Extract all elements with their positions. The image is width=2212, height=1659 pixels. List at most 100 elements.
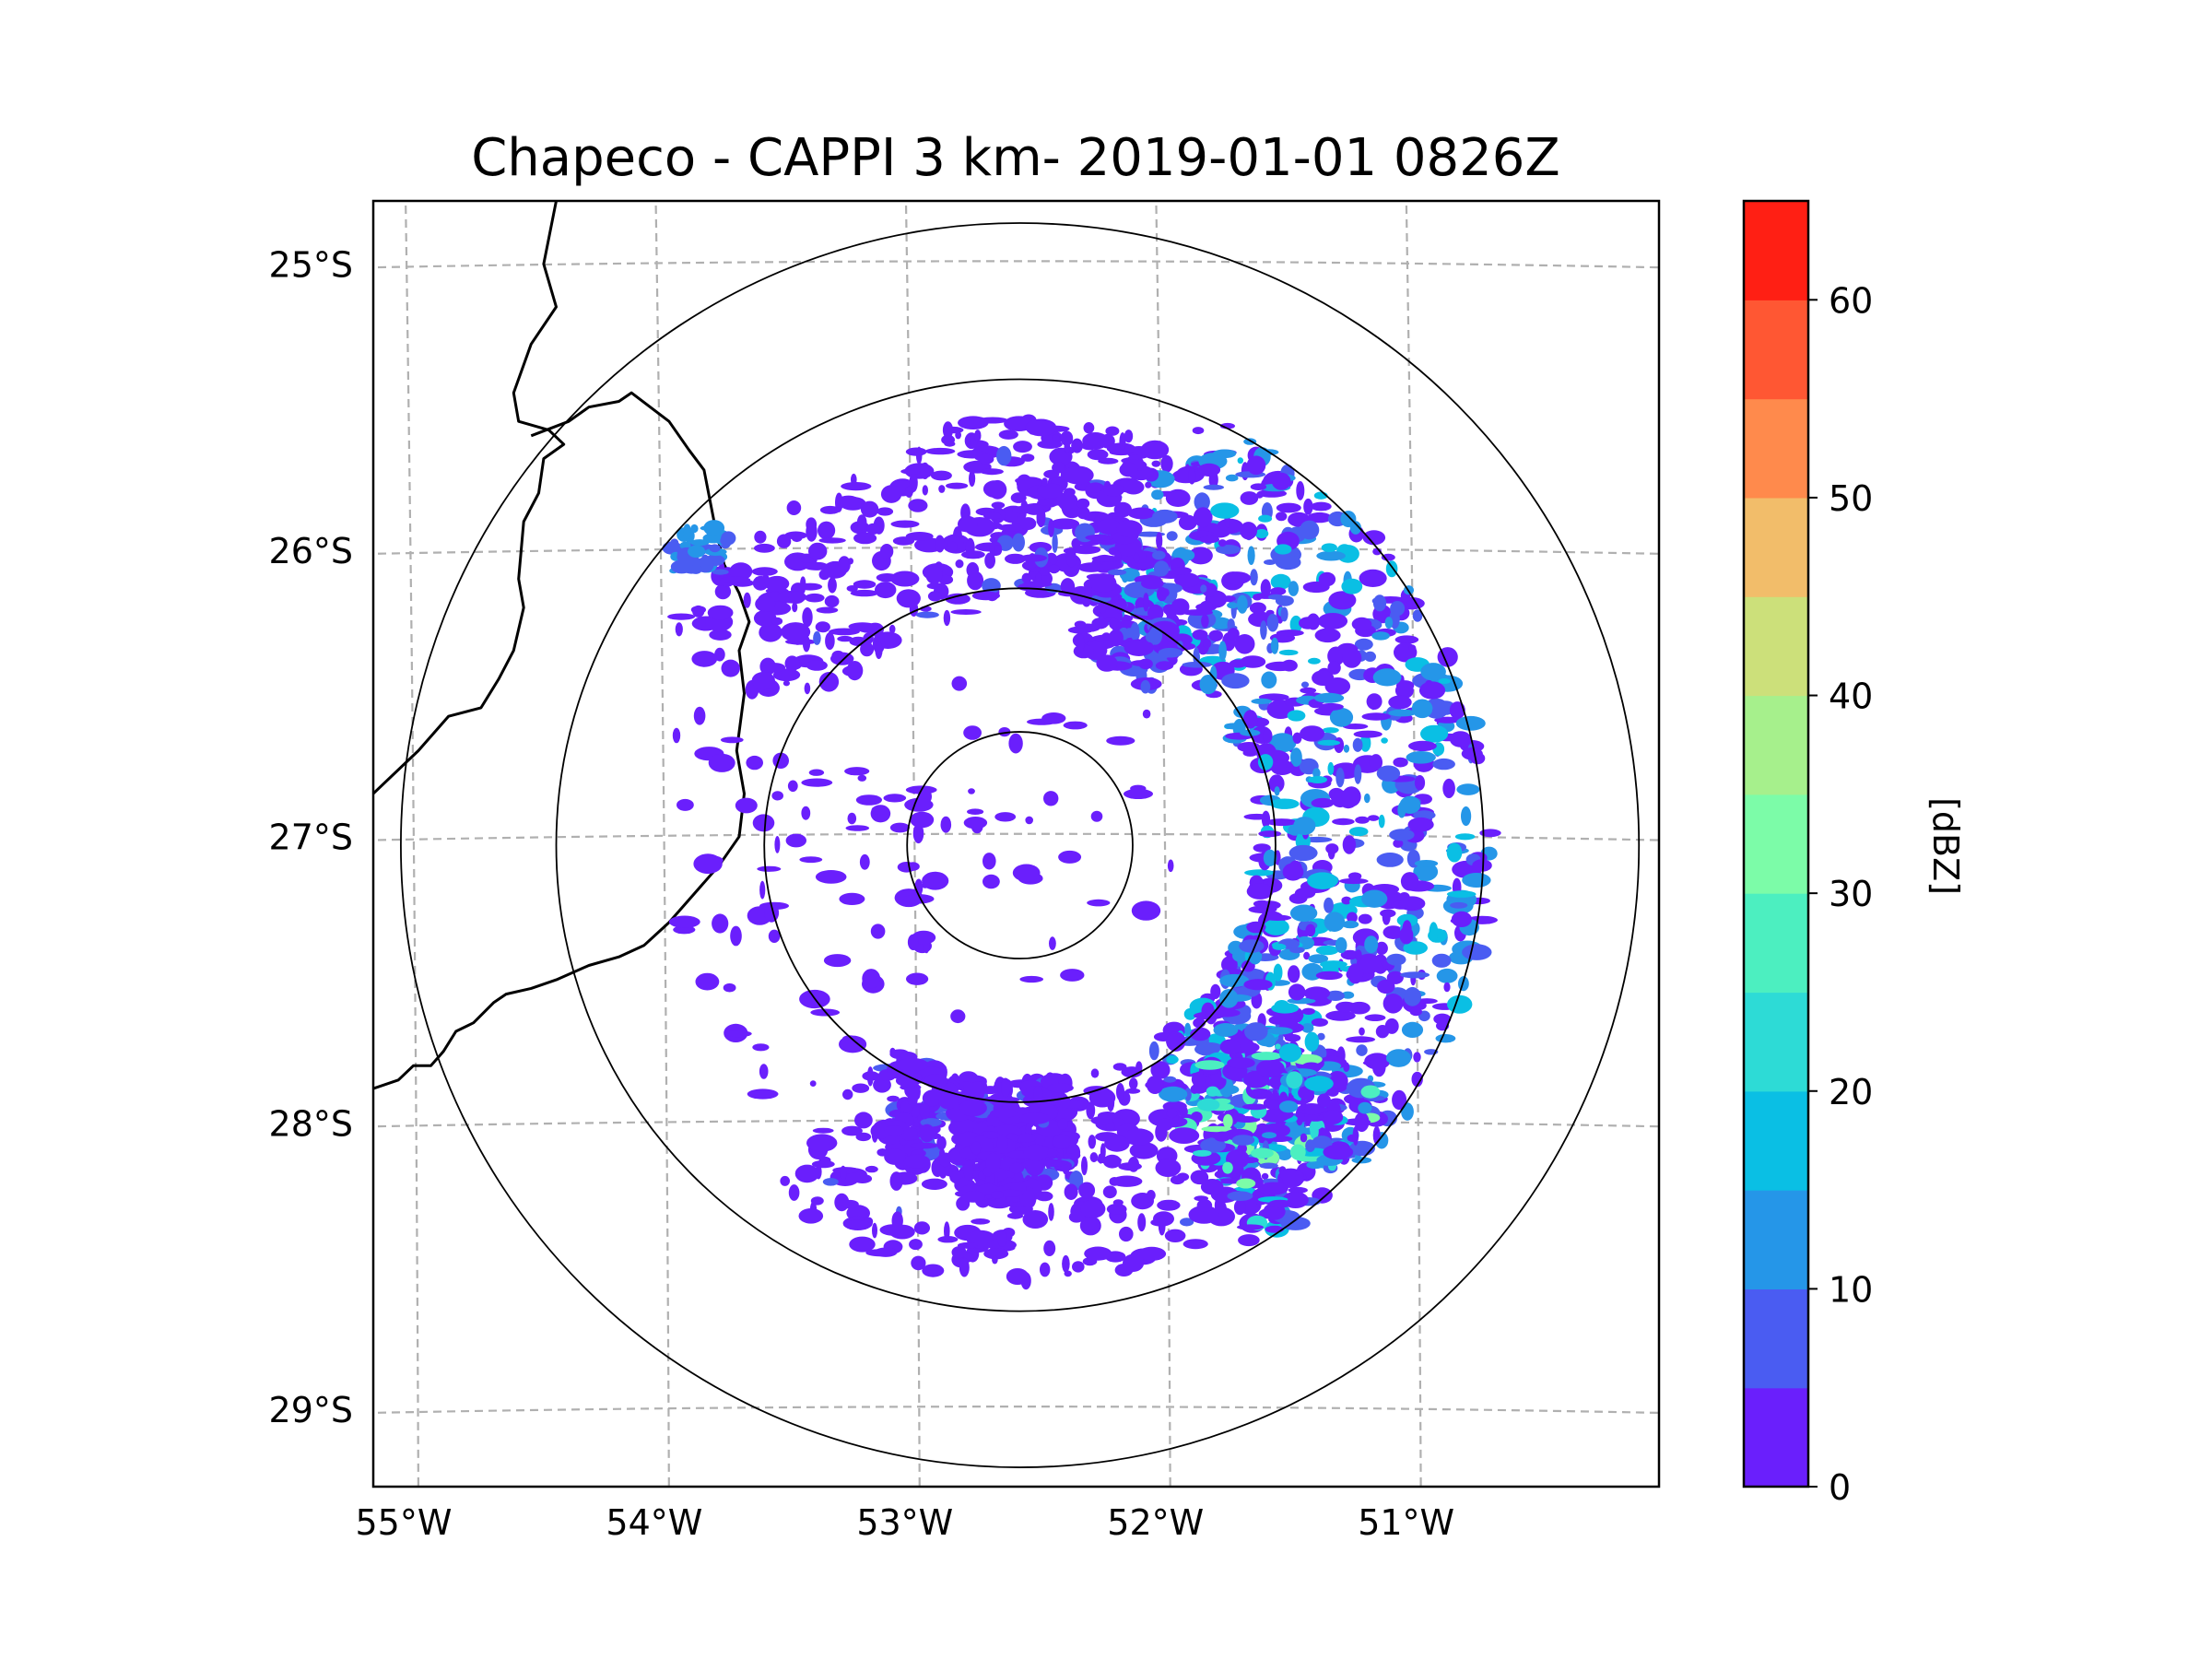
echo-cell bbox=[792, 602, 798, 613]
echo-cell bbox=[1201, 1125, 1232, 1133]
echo-cell bbox=[1060, 969, 1085, 982]
echo-cell bbox=[994, 812, 1017, 822]
echo-cell bbox=[1352, 737, 1363, 752]
echo-cell bbox=[1275, 1043, 1281, 1050]
echo-cell bbox=[1409, 1007, 1423, 1017]
echo-cell bbox=[924, 447, 956, 455]
echo-cell bbox=[1166, 1108, 1178, 1119]
echo-cell bbox=[804, 682, 811, 695]
echo-cell bbox=[1372, 1056, 1386, 1077]
echo-cell bbox=[1130, 622, 1140, 641]
echo-cell bbox=[890, 571, 920, 587]
echo-cell bbox=[1300, 1096, 1306, 1111]
echo-cell bbox=[1340, 949, 1359, 960]
colorbar-tick-label: 50 bbox=[1829, 478, 1873, 519]
echo-cell bbox=[1289, 904, 1318, 923]
echo-cell bbox=[1114, 1264, 1134, 1277]
echo-cell bbox=[794, 1164, 819, 1183]
echo-cell bbox=[1152, 509, 1178, 524]
echo-cell bbox=[892, 536, 915, 546]
echo-cell bbox=[1156, 1118, 1173, 1132]
echo-cell bbox=[1010, 492, 1027, 503]
echo-cell bbox=[1408, 644, 1417, 652]
echo-cell bbox=[1262, 728, 1273, 744]
echo-cell bbox=[919, 1102, 931, 1120]
echo-cell bbox=[1264, 914, 1292, 921]
echo-cell bbox=[1023, 1144, 1049, 1161]
echo-cell bbox=[922, 1089, 943, 1107]
echo-cell bbox=[1381, 553, 1395, 561]
echo-cell bbox=[1001, 1077, 1011, 1098]
echo-cell bbox=[853, 532, 877, 545]
echo-cell bbox=[1174, 572, 1200, 588]
echo-cell bbox=[1227, 602, 1239, 609]
echo-cell bbox=[910, 811, 935, 829]
echo-cell bbox=[848, 622, 877, 631]
echo-cell bbox=[1451, 911, 1472, 928]
echo-cell bbox=[907, 934, 919, 950]
echo-cell bbox=[844, 767, 870, 776]
echo-cell bbox=[1461, 806, 1472, 827]
echo-cell bbox=[963, 1159, 974, 1181]
echo-cell bbox=[818, 521, 836, 540]
echo-cell bbox=[1431, 953, 1452, 968]
echo-cell bbox=[1233, 1116, 1261, 1123]
echo-cell bbox=[1386, 953, 1406, 966]
echo-cell bbox=[984, 552, 995, 570]
border-line bbox=[373, 391, 751, 1090]
echo-cell bbox=[946, 482, 969, 489]
echo-cell bbox=[1096, 654, 1118, 672]
x-tick-label: 55°W bbox=[355, 1502, 452, 1543]
echo-cell bbox=[1063, 721, 1088, 730]
echo-cell bbox=[1303, 986, 1331, 1000]
echo-cell bbox=[780, 1175, 790, 1186]
echo-cell bbox=[1250, 569, 1258, 586]
echo-cell bbox=[692, 605, 705, 618]
echo-cell bbox=[1270, 573, 1291, 590]
echo-cell bbox=[788, 1184, 800, 1201]
echo-cell bbox=[1227, 618, 1235, 631]
echo-cell bbox=[996, 1134, 1008, 1154]
echo-cell bbox=[1292, 732, 1302, 744]
echo-cell bbox=[1109, 618, 1119, 629]
echo-cell bbox=[1190, 1027, 1211, 1041]
colorbar-segment bbox=[1744, 201, 1808, 300]
range-rings bbox=[400, 222, 1641, 1468]
echo-cell bbox=[1234, 634, 1255, 654]
echo-cell bbox=[978, 453, 994, 465]
y-axis-ticks: 25°S 26°S 27°S 28°S 29°S bbox=[269, 244, 353, 1430]
echo-cell bbox=[1188, 468, 1196, 485]
echo-cell bbox=[1077, 634, 1085, 653]
colorbar-tick-label: 40 bbox=[1829, 677, 1873, 717]
echo-cell bbox=[991, 501, 1006, 509]
echo-cell bbox=[1420, 663, 1446, 681]
echo-cell bbox=[990, 1108, 1018, 1118]
echo-cell bbox=[1438, 678, 1451, 684]
echo-cell bbox=[677, 798, 694, 811]
chart-title: Chapeco - CAPPI 3 km- 2019-01-01 0826Z bbox=[471, 128, 1560, 188]
echo-cell bbox=[1057, 1118, 1068, 1131]
echo-cell bbox=[1006, 1212, 1024, 1219]
echo-cell bbox=[1248, 1088, 1273, 1100]
echo-cell bbox=[922, 1264, 945, 1277]
echo-cell bbox=[875, 641, 883, 660]
echo-cell bbox=[1201, 614, 1209, 629]
colorbar-segment bbox=[1744, 497, 1808, 597]
echo-cell bbox=[1240, 491, 1259, 505]
echo-cell bbox=[1406, 751, 1436, 764]
range-ring bbox=[763, 587, 1277, 1103]
echo-cell bbox=[755, 595, 776, 612]
echo-cell bbox=[1155, 661, 1174, 671]
echo-cell bbox=[1135, 1061, 1143, 1074]
echo-cell bbox=[1192, 629, 1208, 641]
echo-cell bbox=[782, 680, 791, 687]
echo-cell bbox=[1240, 522, 1258, 540]
echo-cell bbox=[1446, 890, 1477, 898]
echo-cell bbox=[1125, 1088, 1141, 1094]
y-tick-label: 25°S bbox=[269, 244, 353, 285]
meridian-line bbox=[654, 201, 670, 1487]
echo-cell bbox=[1288, 1186, 1308, 1194]
echo-cell bbox=[994, 545, 1003, 556]
echo-cell bbox=[691, 651, 718, 667]
echo-cell bbox=[1188, 547, 1213, 565]
